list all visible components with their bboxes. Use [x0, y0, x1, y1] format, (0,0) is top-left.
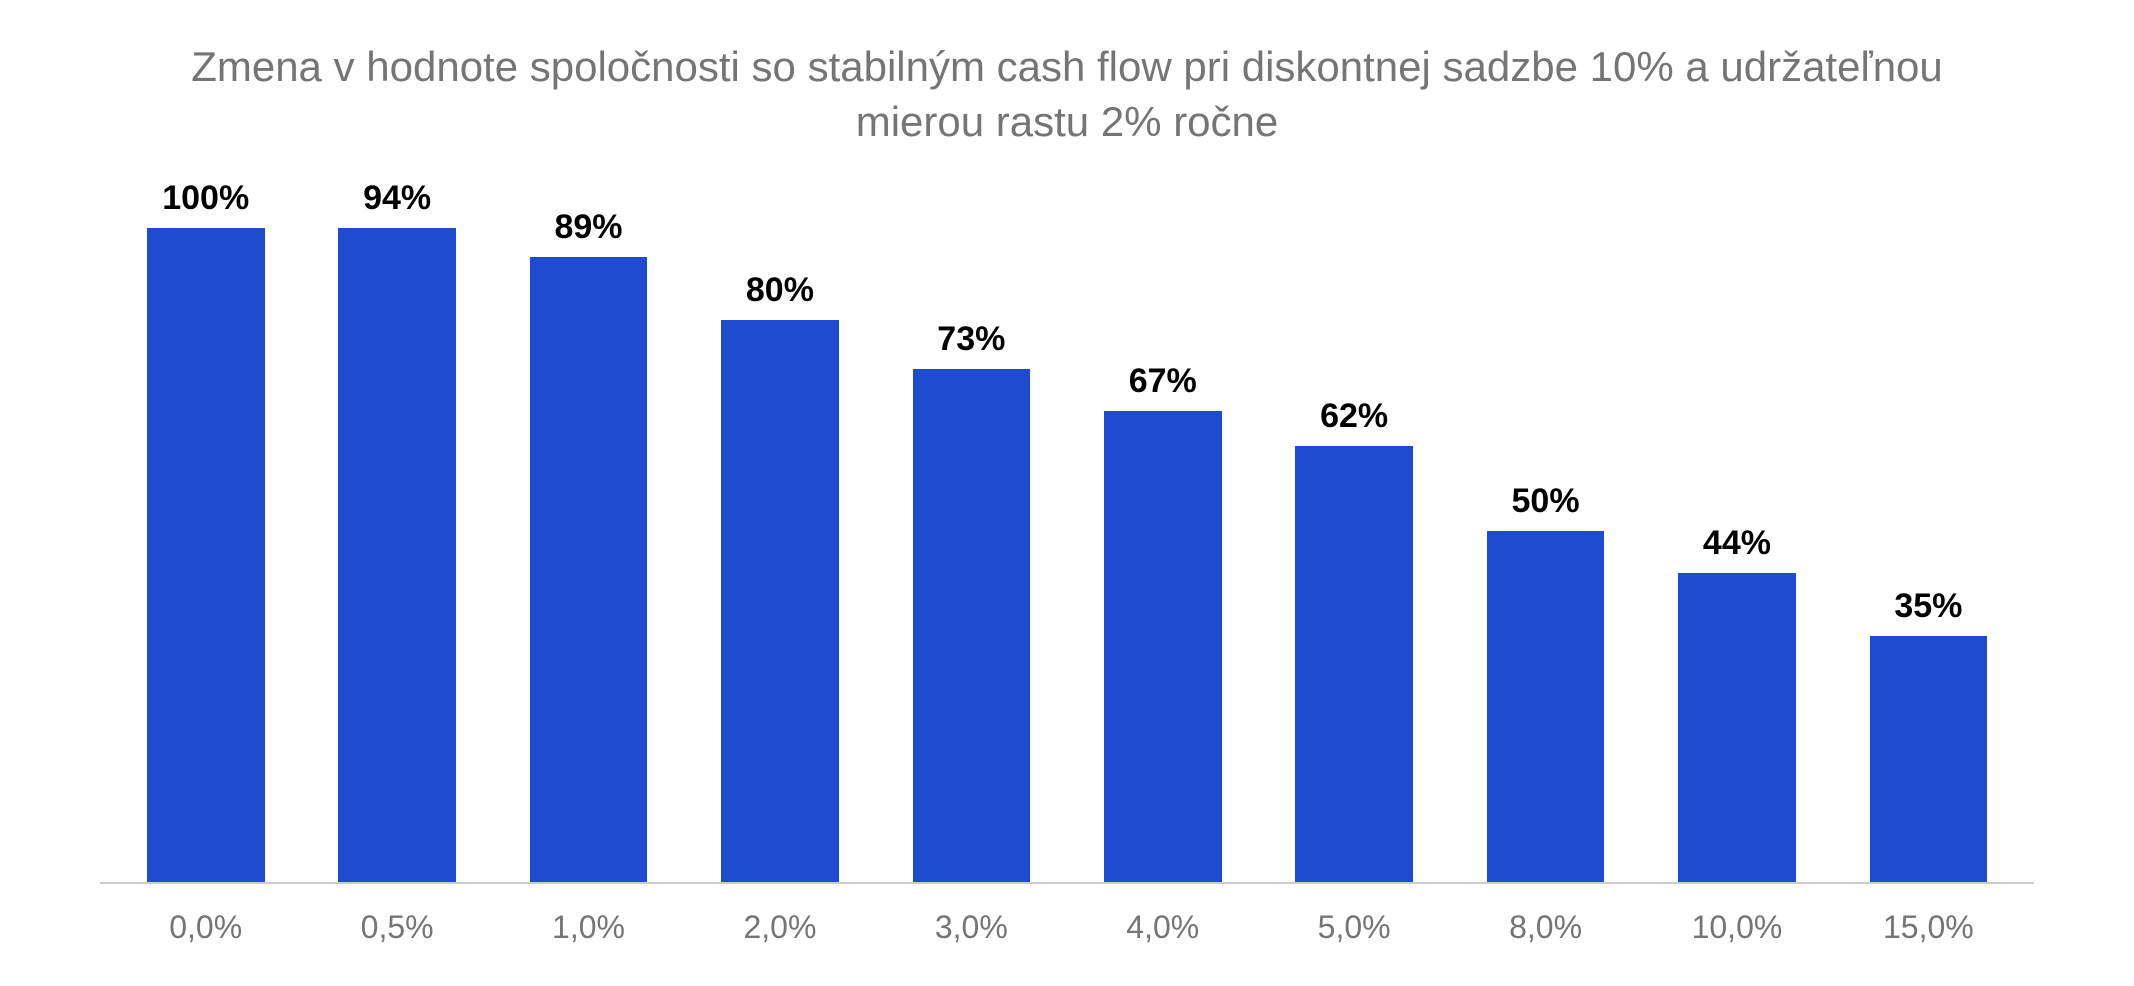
bar	[913, 369, 1031, 882]
x-axis: 0,0%0,5%1,0%2,0%3,0%4,0%5,0%8,0%10,0%15,…	[100, 884, 2034, 946]
bar	[721, 320, 839, 882]
plot-area: 100% 94% 89% 80% 73% 67% 62% 50% 44% 35% 0,0%0,5%…	[60, 179, 2074, 946]
x-tick-label: 5,0%	[1258, 909, 1449, 946]
bar-group: 89%	[493, 179, 684, 882]
bar-value-label: 73%	[937, 320, 1005, 359]
x-tick-label: 10,0%	[1641, 909, 1832, 946]
bar-group: 67%	[1067, 179, 1258, 882]
bar	[530, 257, 648, 883]
bars-region: 100% 94% 89% 80% 73% 67% 62% 50% 44% 35%	[100, 179, 2034, 884]
bar-value-label: 67%	[1129, 362, 1197, 401]
bar	[1487, 531, 1605, 882]
bar-value-label: 100%	[162, 179, 249, 218]
bar-group: 94%	[301, 179, 492, 882]
bar-value-label: 94%	[363, 179, 431, 218]
bar-value-label: 50%	[1512, 482, 1580, 521]
bar	[338, 228, 456, 882]
bar-group: 50%	[1450, 179, 1641, 882]
x-tick-label: 1,0%	[493, 909, 684, 946]
bar-group: 62%	[1258, 179, 1449, 882]
x-tick-label: 8,0%	[1450, 909, 1641, 946]
bar-value-label: 80%	[746, 271, 814, 310]
bar	[1678, 573, 1796, 882]
bar-value-label: 35%	[1894, 587, 1962, 626]
x-tick-label: 3,0%	[876, 909, 1067, 946]
x-tick-label: 0,5%	[301, 909, 492, 946]
chart-title: Zmena v hodnote spoločnosti so stabilným…	[60, 40, 2074, 149]
bar-group: 44%	[1641, 179, 1832, 882]
x-tick-label: 4,0%	[1067, 909, 1258, 946]
x-tick-label: 0,0%	[110, 909, 301, 946]
bar	[1104, 411, 1222, 882]
bar	[147, 228, 265, 882]
x-tick-label: 2,0%	[684, 909, 875, 946]
bar-group: 35%	[1833, 179, 2024, 882]
bar-group: 73%	[876, 179, 1067, 882]
bar-group: 80%	[684, 179, 875, 882]
bar-value-label: 62%	[1320, 397, 1388, 436]
x-tick-label: 15,0%	[1833, 909, 2024, 946]
bar-value-label: 44%	[1703, 524, 1771, 563]
bar	[1870, 636, 1988, 882]
chart-container: Zmena v hodnote spoločnosti so stabilným…	[60, 40, 2074, 946]
bar	[1295, 446, 1413, 882]
bar-value-label: 89%	[554, 208, 622, 247]
bar-group: 100%	[110, 179, 301, 882]
